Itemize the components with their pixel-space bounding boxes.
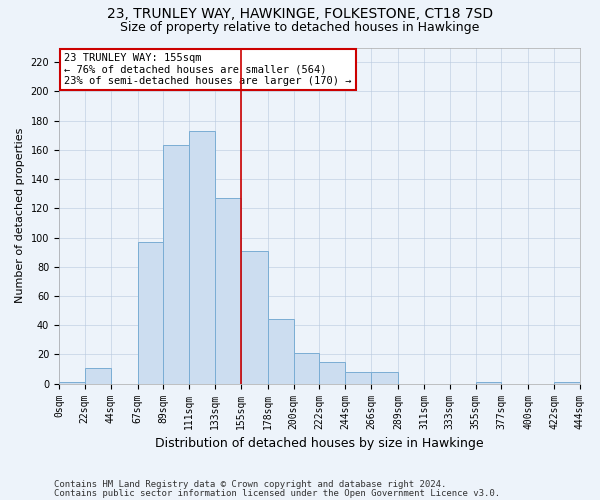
Bar (163, 146, 189, 384)
Bar (268, 320, 293, 384)
Y-axis label: Number of detached properties: Number of detached properties (15, 128, 25, 304)
Bar (345, 372, 371, 384)
Text: 23 TRUNLEY WAY: 155sqm
← 76% of detached houses are smaller (564)
23% of semi-de: 23 TRUNLEY WAY: 155sqm ← 76% of detached… (64, 53, 352, 86)
Text: Size of property relative to detached houses in Hawkinge: Size of property relative to detached ho… (121, 21, 479, 34)
Text: 23, TRUNLEY WAY, HAWKINGE, FOLKESTONE, CT18 7SD: 23, TRUNLEY WAY, HAWKINGE, FOLKESTONE, C… (107, 8, 493, 22)
Bar (59, 382, 85, 384)
Bar (215, 198, 241, 384)
Text: Contains public sector information licensed under the Open Government Licence v3: Contains public sector information licen… (54, 489, 500, 498)
Bar (85, 368, 110, 384)
Bar (189, 131, 215, 384)
X-axis label: Distribution of detached houses by size in Hawkinge: Distribution of detached houses by size … (155, 437, 484, 450)
Text: Contains HM Land Registry data © Crown copyright and database right 2024.: Contains HM Land Registry data © Crown c… (54, 480, 446, 489)
Bar (137, 242, 163, 384)
Bar (293, 353, 319, 384)
Bar (371, 372, 398, 384)
Bar (241, 250, 268, 384)
Bar (319, 362, 345, 384)
Bar (554, 382, 580, 384)
Bar (476, 382, 502, 384)
